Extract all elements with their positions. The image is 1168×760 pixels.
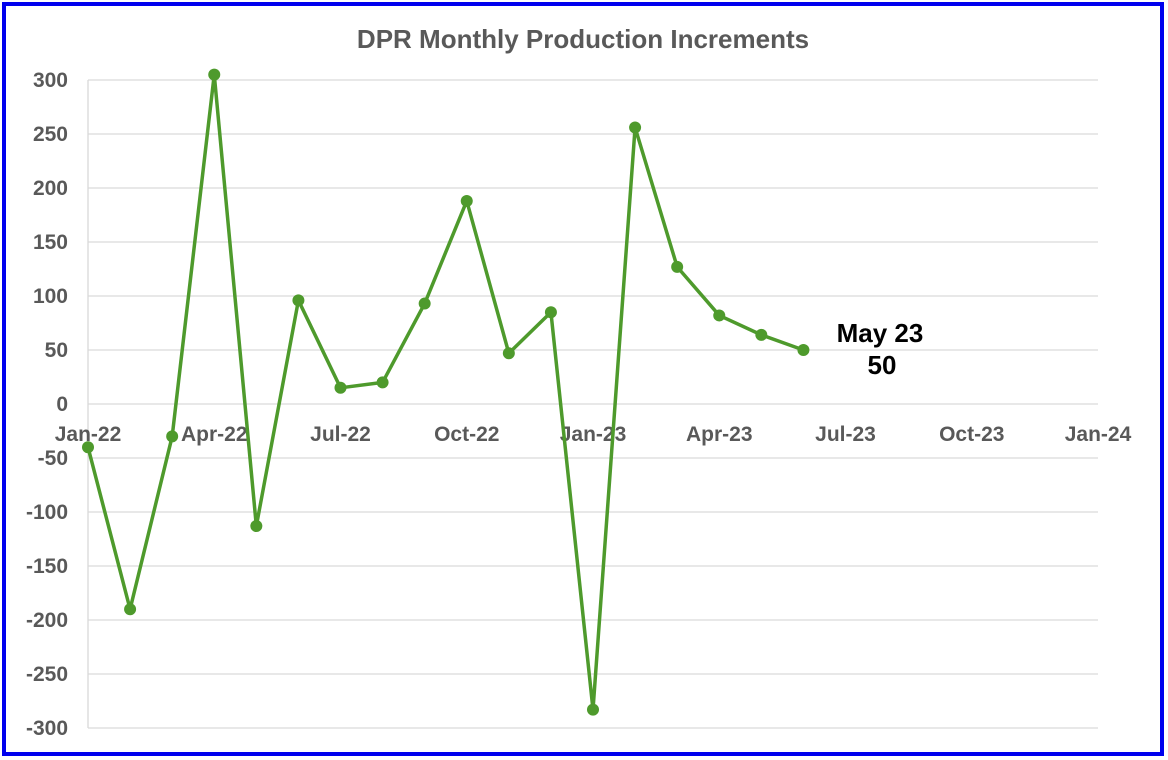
y-tick-label: 300 xyxy=(33,69,68,92)
data-point xyxy=(250,520,263,533)
y-tick-label: 50 xyxy=(45,339,68,362)
data-point xyxy=(418,297,431,310)
y-tick-label: -50 xyxy=(38,447,68,470)
y-tick-label: 0 xyxy=(56,393,68,416)
x-tick-label: Apr-23 xyxy=(686,423,753,446)
x-tick-labels: Jan-22 Apr-22 Jul-22 Oct-22 Jan-23 Apr-23 Jul-… xyxy=(55,423,1132,446)
data-point xyxy=(713,309,726,322)
x-tick-label: Jul-23 xyxy=(815,423,876,446)
data-point xyxy=(755,328,768,341)
annotation-label: May 23 xyxy=(837,318,924,348)
y-tick-label: 150 xyxy=(33,231,68,254)
x-tick-label: Oct-23 xyxy=(939,423,1004,446)
data-point xyxy=(502,347,515,360)
data-point xyxy=(208,68,221,81)
y-tick-label: -300 xyxy=(26,717,68,740)
series-line xyxy=(86,72,805,712)
y-tick-label: -100 xyxy=(26,501,68,524)
data-point xyxy=(124,603,137,616)
y-tick-label: 200 xyxy=(33,177,68,200)
x-tick-label: Jan-23 xyxy=(560,423,627,446)
data-point xyxy=(671,260,684,273)
y-tick-label: -250 xyxy=(26,663,68,686)
data-point xyxy=(292,294,305,307)
y-tick-label: -200 xyxy=(26,609,68,632)
data-point xyxy=(629,121,642,134)
x-tick-label: Jan-24 xyxy=(1065,423,1132,446)
gridlines xyxy=(88,79,1098,729)
y-tick-labels: 300 250 200 150 100 50 0 -50 -100 -150 -200 -250 -30… xyxy=(26,69,68,740)
x-tick-label: Apr-22 xyxy=(181,423,248,446)
data-point xyxy=(334,381,347,394)
series-group xyxy=(82,68,810,716)
annotation-value: 50 xyxy=(868,350,897,380)
data-point xyxy=(587,703,599,716)
chart-title: DPR Monthly Production Increments xyxy=(357,24,809,54)
y-tick-label: 100 xyxy=(33,285,68,308)
data-point xyxy=(544,306,557,319)
y-tick-label: -150 xyxy=(26,555,68,578)
data-point xyxy=(82,441,94,454)
data-point xyxy=(166,430,179,443)
data-point xyxy=(376,376,389,389)
x-tick-label: Jan-22 xyxy=(55,423,122,446)
data-point xyxy=(460,194,473,207)
x-tick-label: Jul-22 xyxy=(310,423,371,446)
annotation: May 23 50 xyxy=(837,318,924,380)
data-point xyxy=(797,344,810,356)
y-tick-label: 250 xyxy=(33,123,68,146)
x-tick-label: Oct-22 xyxy=(434,423,499,446)
